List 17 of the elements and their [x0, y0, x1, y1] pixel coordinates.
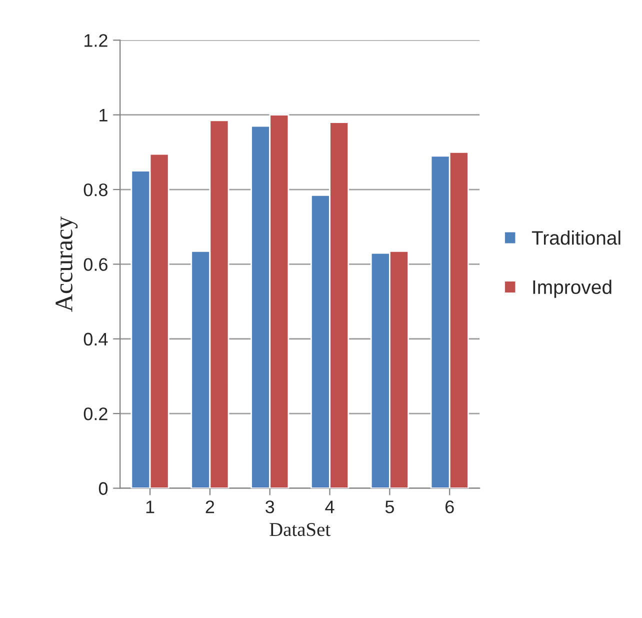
x-tick-label: 4 — [325, 500, 334, 514]
x-tick-label: 3 — [266, 500, 274, 514]
y-tick-label: 0.2 — [84, 407, 108, 420]
y-axis-title: Accuracy — [56, 216, 78, 312]
legend-label: Traditional — [532, 230, 620, 245]
y-tick-label: 0 — [98, 482, 108, 495]
x-tick-label: 2 — [206, 500, 214, 514]
y-tick-label: 0.4 — [84, 332, 108, 346]
x-tick-label: 5 — [385, 500, 394, 514]
legend-label: Improved — [533, 280, 612, 298]
y-tick-label: 0.8 — [84, 183, 108, 196]
x-tick-label: 1 — [146, 500, 154, 514]
x-tick-label: 6 — [446, 500, 454, 514]
y-tick-label: 0.6 — [84, 258, 108, 271]
x-axis-title: DataSet — [270, 523, 330, 536]
y-tick-label: 1 — [100, 108, 108, 122]
y-tick-label: 1.2 — [84, 34, 108, 47]
